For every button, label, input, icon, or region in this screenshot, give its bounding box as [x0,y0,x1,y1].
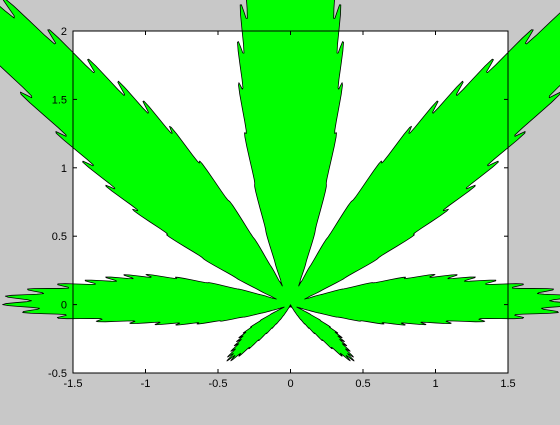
y-tick-label: 2 [61,26,67,38]
x-tick-label: 1 [432,378,438,390]
x-tick-label: 0.5 [355,378,370,390]
y-tick-label: 1.5 [52,94,67,106]
leaf-shape [0,0,560,362]
plot-area [0,0,560,362]
y-tick-label: -0.5 [48,368,67,380]
x-tick-label: 1.5 [500,378,515,390]
x-tick-label: -1.5 [64,378,83,390]
y-tick-label: 1 [61,163,67,175]
y-axis: -0.5 0 0.5 1 1.5 2 [48,26,508,380]
x-axis: -1.5 -1 -0.5 0 0.5 1 1.5 [64,31,516,390]
y-tick-label: 0 [61,300,67,312]
x-tick-label: -0.5 [209,378,228,390]
y-tick-label: 0.5 [52,231,67,243]
x-tick-label: 0 [287,378,293,390]
x-tick-label: -1 [141,378,151,390]
